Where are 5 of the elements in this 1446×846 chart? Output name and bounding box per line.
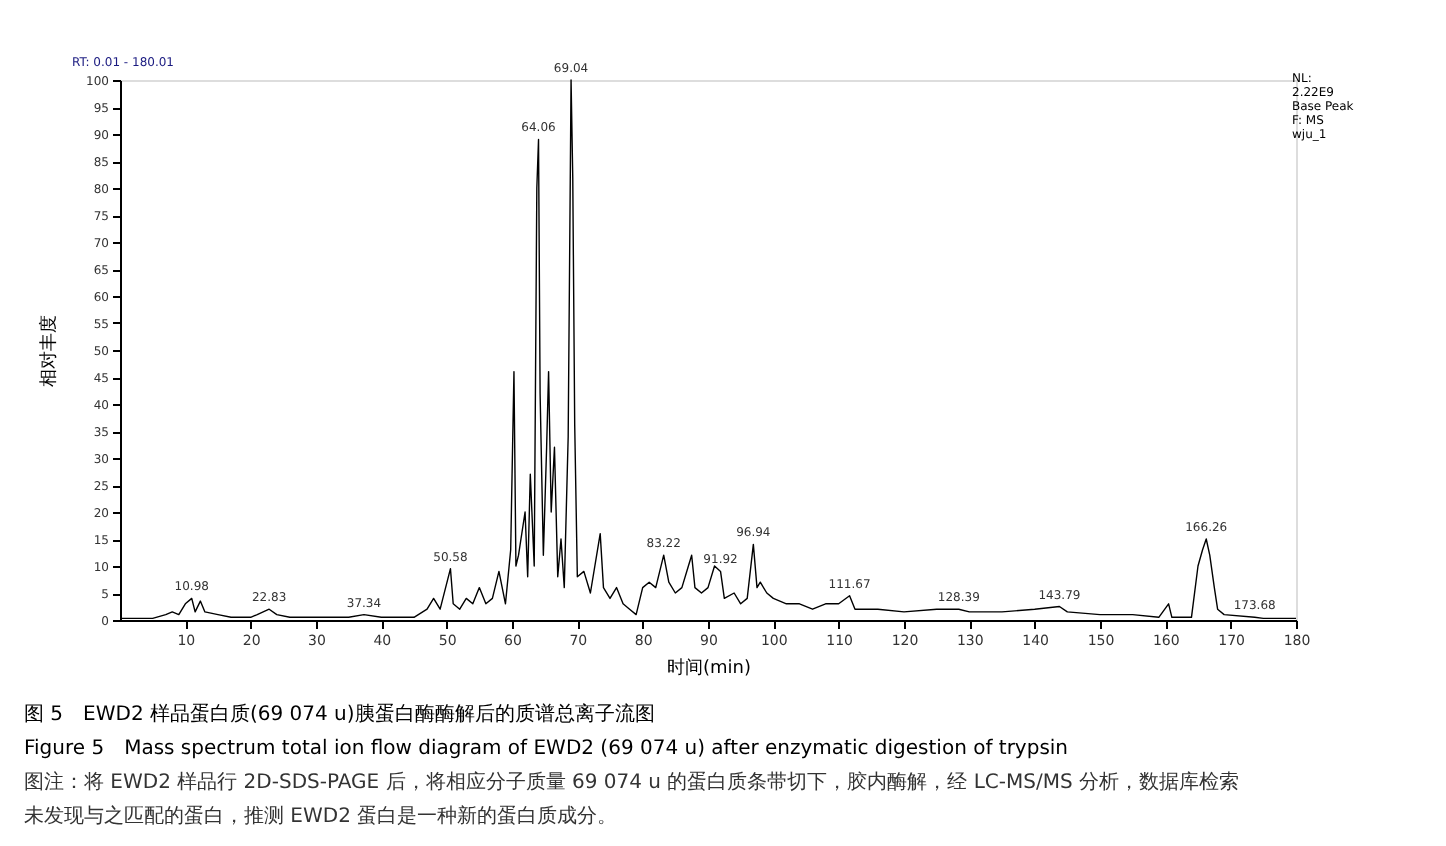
text: 图 5 EWD2 样品蛋白质(69 074 u)胰蛋白酶酶解后的质谱总离子流图 <box>24 702 655 726</box>
y-axis-title: 相对丰度 <box>38 315 61 387</box>
text: Figure 5 Mass spectrum total ion flow diagram of EWD2 (69 074 u) after enzymatic digestion of trypsin <box>24 738 1069 760</box>
x-axis-title: 时间(min) <box>667 657 751 679</box>
text: 图注：将 EWD2 样品行 2D-SDS-PAGE 后，将相应分子质量 69 074 u 的蛋白质条带切下，胶内酶解，经 LC-MS/MS 分析，数据库检索未发现与之匹配的蛋白，推测 EWD2 蛋白是一种新的蛋白质成分。 <box>24 770 1239 828</box>
